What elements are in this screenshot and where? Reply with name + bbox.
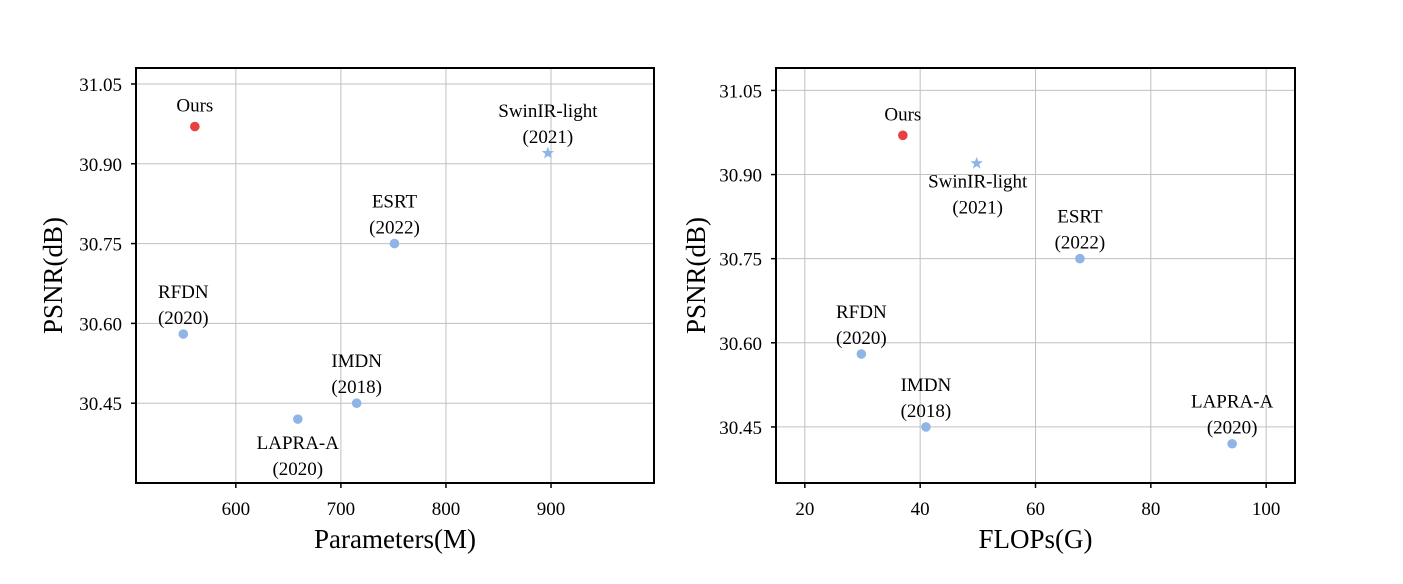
- y-tick-label: 30.90: [79, 155, 122, 176]
- annotation-lapra-a-year: (2020): [1207, 418, 1258, 439]
- point-lapra-a: [1227, 438, 1237, 449]
- y-tick-label: 30.45: [719, 418, 762, 439]
- x-tick-label: 900: [537, 499, 566, 520]
- annotation-lapra-a: LAPRA-A: [1191, 392, 1274, 413]
- annotation-rfdn: RFDN: [836, 302, 887, 323]
- annotation-lapra-a-year: (2020): [272, 459, 323, 480]
- x-tick-label: 800: [432, 499, 461, 520]
- annotation-esrt-year: (2022): [1055, 233, 1106, 254]
- x-axis-label: Parameters(M): [314, 524, 476, 554]
- annotation-swinir-light-year: (2021): [523, 127, 574, 148]
- annotation-swinir-light-year: (2021): [952, 197, 1003, 218]
- annotation-esrt: ESRT: [372, 192, 418, 213]
- point-imdn: [921, 422, 931, 432]
- annotation-ours: Ours: [884, 104, 921, 125]
- point-rfdn: [178, 329, 189, 339]
- annotation-imdn: IMDN: [901, 375, 952, 396]
- annotation-rfdn: RFDN: [158, 282, 209, 303]
- point-lapra-a: [293, 414, 303, 424]
- y-axis-label: PSNR(dB): [38, 217, 68, 334]
- plot-frame: [135, 67, 655, 484]
- y-tick-label: 30.90: [719, 166, 762, 187]
- y-tick-label: 30.60: [79, 314, 122, 335]
- annotation-swinir-light: SwinIR-light: [498, 101, 598, 122]
- annotation-ours: Ours: [176, 96, 213, 117]
- x-tick-label: 100: [1252, 499, 1281, 520]
- point-rfdn: [856, 349, 867, 359]
- y-axis-label: PSNR(dB): [681, 217, 711, 334]
- chart-panel-1: 600 700 800 900 30.45 30.60 30.75 30.90 31.05 Par…: [38, 67, 655, 554]
- point-swinir-light: [970, 156, 983, 169]
- y-tick-label: 30.75: [719, 250, 762, 271]
- y-tick-label: 31.05: [79, 75, 122, 96]
- y-tick-label: 30.60: [719, 334, 762, 355]
- annotation-esrt: ESRT: [1057, 207, 1103, 228]
- annotation-imdn: IMDN: [331, 351, 382, 372]
- point-esrt: [1075, 253, 1085, 264]
- x-tick-label: 80: [1141, 499, 1160, 520]
- y-tick-label: 30.45: [79, 394, 122, 415]
- x-tick-label: 40: [911, 499, 930, 520]
- annotation-imdn-year: (2018): [901, 401, 952, 422]
- point-imdn: [351, 398, 362, 408]
- y-tick-label: 31.05: [719, 81, 762, 102]
- y-tick-label: 30.75: [79, 235, 122, 256]
- x-tick-label: 600: [222, 499, 251, 520]
- point-swinir-light: [541, 146, 555, 159]
- annotation-rfdn-year: (2020): [158, 308, 209, 329]
- annotation-swinir-light: SwinIR-light: [928, 171, 1028, 192]
- x-tick-label: 60: [1026, 499, 1045, 520]
- point-esrt: [389, 238, 400, 249]
- annotation-rfdn-year: (2020): [836, 328, 887, 349]
- x-tick-label: 20: [795, 499, 814, 520]
- annotation-esrt-year: (2022): [369, 218, 420, 239]
- point-ours: [190, 121, 200, 132]
- chart-panel-2: 20 40 60 80 100 30.45 30.60 30.75 30.90 31.05 FLOP…: [681, 67, 1296, 554]
- annotation-imdn-year: (2018): [331, 377, 382, 398]
- x-tick-label: 700: [327, 499, 356, 520]
- x-axis-label: FLOPs(G): [978, 524, 1092, 554]
- point-ours: [898, 130, 908, 141]
- annotation-lapra-a: LAPRA-A: [257, 433, 340, 454]
